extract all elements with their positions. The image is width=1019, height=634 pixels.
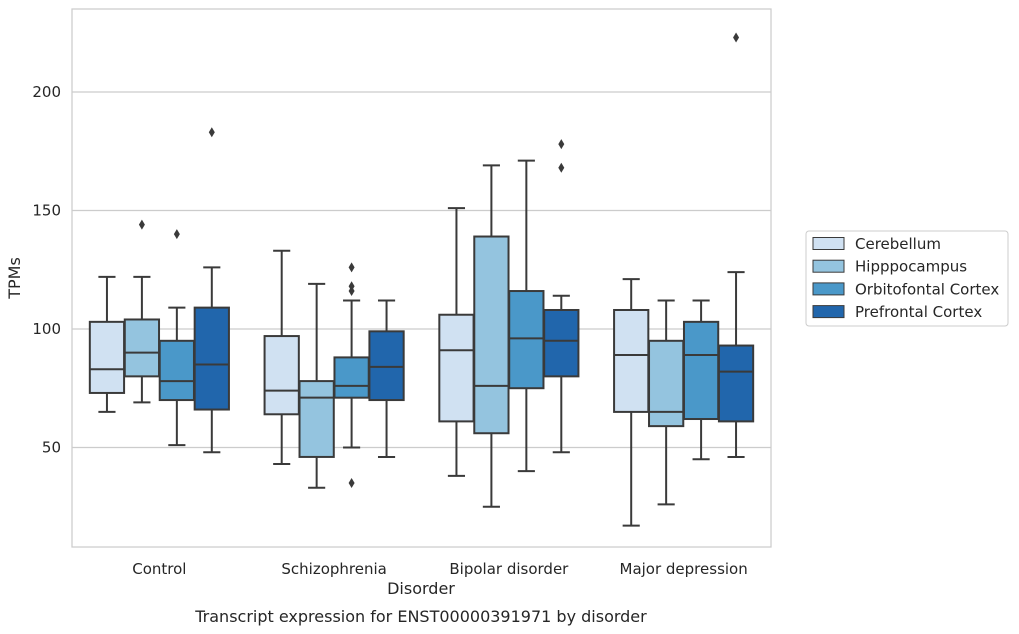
box bbox=[508, 159, 545, 473]
box-iqr bbox=[263, 335, 300, 416]
outlier-marker bbox=[733, 32, 740, 43]
box-iqr bbox=[298, 380, 335, 458]
box bbox=[543, 139, 580, 454]
gridlines bbox=[72, 91, 771, 449]
box bbox=[298, 282, 335, 489]
chart-caption: Transcript expression for ENST0000039197… bbox=[194, 607, 647, 626]
box bbox=[473, 164, 510, 508]
y-axis-label: TPMs bbox=[5, 257, 24, 300]
outlier-marker bbox=[173, 229, 180, 240]
box-iqr bbox=[158, 339, 195, 402]
box bbox=[88, 275, 126, 413]
box-series bbox=[88, 32, 755, 527]
legend-swatch bbox=[812, 282, 845, 296]
plot-area-frame bbox=[71, 8, 772, 548]
box-iqr bbox=[438, 313, 475, 423]
box-iqr bbox=[682, 320, 720, 421]
box bbox=[193, 127, 230, 454]
box-iqr bbox=[88, 320, 126, 394]
legend-label: Cerebellum bbox=[855, 235, 941, 253]
box bbox=[438, 207, 475, 477]
legend-label: Prefrontal Cortex bbox=[855, 303, 982, 321]
box bbox=[648, 299, 685, 506]
box bbox=[368, 299, 405, 458]
box bbox=[682, 299, 720, 461]
series-group bbox=[123, 164, 685, 508]
box-iqr bbox=[508, 290, 545, 390]
box-iqr bbox=[333, 356, 370, 399]
x-axis-label: Disorder bbox=[387, 579, 455, 598]
box bbox=[717, 32, 755, 458]
y-tick-label: 100 bbox=[32, 320, 61, 338]
legend: Cerebellum Hipppocampus Orbitofontal Corte… bbox=[805, 230, 1009, 327]
series-group bbox=[158, 159, 720, 489]
legend-swatch bbox=[812, 237, 845, 250]
box bbox=[123, 219, 161, 404]
outlier-marker bbox=[348, 262, 355, 273]
box-iqr bbox=[543, 308, 580, 378]
outlier-marker bbox=[348, 478, 355, 489]
x-tick-label: Control bbox=[132, 560, 186, 578]
outlier-marker bbox=[138, 219, 145, 230]
series-group bbox=[88, 207, 650, 527]
series-group bbox=[193, 32, 755, 458]
y-tick-label: 50 bbox=[42, 438, 61, 456]
legend-label: Hipppocampus bbox=[855, 258, 967, 276]
box-iqr bbox=[368, 330, 405, 402]
legend-swatch bbox=[812, 259, 845, 273]
legend-frame bbox=[805, 230, 1009, 327]
box-iqr bbox=[613, 308, 650, 413]
y-tick-label: 150 bbox=[32, 201, 61, 219]
box bbox=[158, 229, 195, 447]
x-tick-label: Schizophrenia bbox=[281, 560, 386, 578]
legend-swatch bbox=[812, 305, 845, 319]
y-tick-label: 200 bbox=[32, 83, 61, 101]
box bbox=[613, 278, 650, 527]
box-iqr bbox=[717, 344, 755, 423]
x-tick-label: Bipolar disorder bbox=[449, 560, 569, 578]
x-axis-ticks: Control Schizophrenia Bipolar disorder Majo… bbox=[132, 560, 747, 578]
box bbox=[263, 249, 300, 466]
x-tick-label: Major depression bbox=[620, 560, 748, 578]
box-iqr bbox=[473, 235, 510, 435]
outlier-marker bbox=[558, 162, 565, 173]
outlier-marker bbox=[558, 139, 565, 150]
box-iqr bbox=[648, 339, 685, 428]
box-iqr bbox=[193, 306, 230, 411]
y-axis-ticks: 50 100 150 200 bbox=[32, 83, 61, 457]
box bbox=[333, 262, 370, 489]
legend-label: Orbitofontal Cortex bbox=[855, 280, 999, 298]
outlier-marker bbox=[348, 281, 355, 292]
box-iqr bbox=[123, 318, 161, 378]
outlier-marker bbox=[208, 127, 215, 138]
